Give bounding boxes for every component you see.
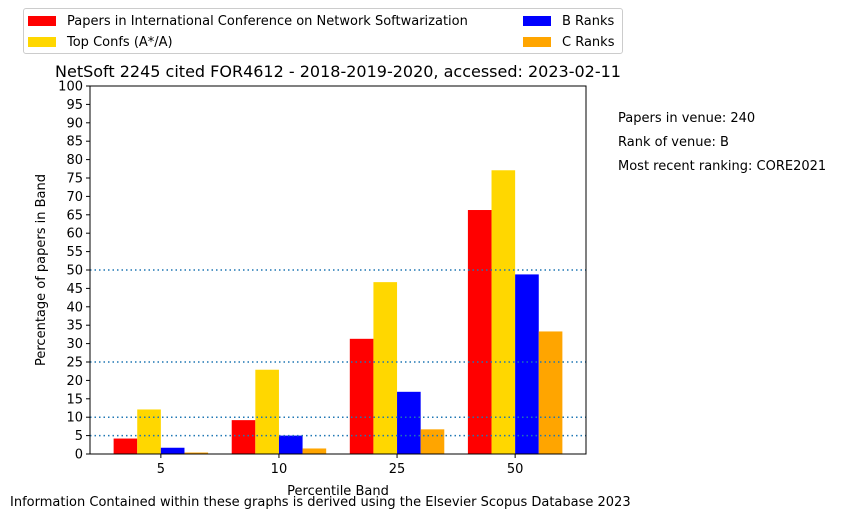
bar-series-0-cat-25 bbox=[349, 338, 374, 454]
y-tick-label-100: 100 bbox=[58, 80, 83, 95]
bar-series-2-cat-10 bbox=[278, 435, 303, 454]
x-tick-label-25: 25 bbox=[389, 462, 406, 477]
chart-title: NetSoft 2245 cited FOR4612 - 2018-2019-2… bbox=[55, 62, 621, 81]
y-tick-label-80: 80 bbox=[66, 153, 83, 168]
data-source-footer: Information Contained within these graph… bbox=[10, 495, 631, 510]
y-tick-label-65: 65 bbox=[66, 208, 83, 223]
y-tick-label-45: 45 bbox=[66, 282, 83, 297]
legend-swatch-b-ranks bbox=[523, 16, 551, 26]
y-tick-label-15: 15 bbox=[66, 392, 83, 407]
y-tick-label-30: 30 bbox=[66, 337, 83, 352]
legend-item-venue-papers: Papers in International Conference on Ne… bbox=[28, 14, 468, 30]
y-tick-label-25: 25 bbox=[66, 356, 83, 371]
bar-series-1-cat-5 bbox=[137, 409, 161, 454]
legend-swatch-venue-papers bbox=[28, 16, 56, 26]
legend-label-venue-papers: Papers in International Conference on Ne… bbox=[67, 14, 468, 29]
y-tick-label-10: 10 bbox=[66, 411, 83, 426]
bar-series-2-cat-5 bbox=[160, 447, 185, 454]
legend-label-c-ranks: C Ranks bbox=[562, 35, 615, 50]
bar-series-0-cat-10 bbox=[231, 420, 256, 454]
y-tick-label-90: 90 bbox=[66, 116, 83, 131]
venue-rank-note: Rank of venue: B bbox=[618, 135, 729, 150]
bar-series-1-cat-10 bbox=[255, 369, 279, 454]
legend-item-c-ranks: C Ranks bbox=[523, 35, 614, 51]
x-tick-label-50: 50 bbox=[507, 462, 524, 477]
x-axis-label: Percentile Band bbox=[287, 484, 389, 499]
bar-series-2-cat-50 bbox=[515, 274, 539, 454]
legend-swatch-c-ranks bbox=[523, 37, 551, 47]
y-tick-label-5: 5 bbox=[75, 429, 83, 444]
bar-series-0-cat-5 bbox=[113, 438, 138, 454]
y-tick-label-40: 40 bbox=[66, 300, 83, 315]
bar-series-3-cat-5 bbox=[184, 452, 209, 454]
y-tick-label-70: 70 bbox=[66, 190, 83, 205]
bar-series-1-cat-50 bbox=[491, 170, 516, 454]
papers-in-venue-note: Papers in venue: 240 bbox=[618, 111, 756, 126]
y-tick-label-60: 60 bbox=[66, 227, 83, 242]
y-tick-label-0: 0 bbox=[75, 448, 83, 463]
bar-series-0-cat-50 bbox=[467, 210, 492, 454]
legend-item-top-confs: Top Confs (A*/A) bbox=[28, 35, 173, 51]
legend-swatch-top-confs bbox=[28, 37, 56, 47]
bar-series-3-cat-10 bbox=[302, 448, 327, 454]
y-tick-label-20: 20 bbox=[66, 374, 83, 389]
x-tick-label-5: 5 bbox=[157, 462, 165, 477]
y-tick-label-85: 85 bbox=[66, 135, 83, 150]
bar-series-3-cat-25 bbox=[420, 429, 445, 454]
y-tick-label-95: 95 bbox=[66, 98, 83, 113]
bar-series-1-cat-25 bbox=[373, 282, 398, 454]
legend-item-b-ranks: B Ranks bbox=[523, 14, 614, 30]
y-tick-label-35: 35 bbox=[66, 319, 83, 334]
chart-legend: Papers in International Conference on Ne… bbox=[23, 8, 623, 54]
legend-label-b-ranks: B Ranks bbox=[562, 14, 615, 29]
y-tick-label-55: 55 bbox=[66, 245, 83, 260]
recent-ranking-note: Most recent ranking: CORE2021 bbox=[618, 159, 827, 174]
bar-series-2-cat-25 bbox=[397, 391, 421, 454]
x-tick-label-10: 10 bbox=[271, 462, 288, 477]
legend-label-top-confs: Top Confs (A*/A) bbox=[67, 35, 173, 50]
y-axis-label: Percentage of papers in Band bbox=[34, 174, 49, 366]
y-tick-label-50: 50 bbox=[66, 264, 83, 279]
y-tick-label-75: 75 bbox=[66, 172, 83, 187]
